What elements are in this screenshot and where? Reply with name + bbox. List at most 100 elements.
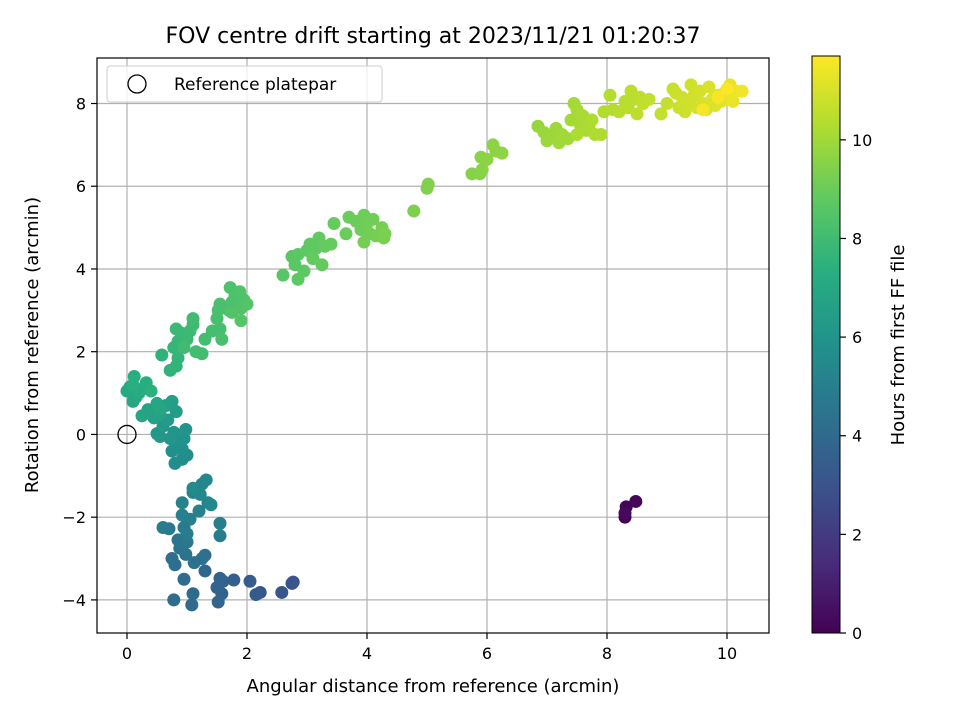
data-point <box>726 94 740 108</box>
data-point <box>215 332 229 346</box>
y-tick-label: 2 <box>76 343 86 362</box>
data-point <box>642 92 656 106</box>
colorbar-tick-label: 0 <box>852 624 862 643</box>
x-axis-ticks: 0 2 4 6 8 10 <box>122 633 737 663</box>
data-point <box>711 90 725 104</box>
data-point <box>285 576 299 590</box>
colorbar-tick-label: 8 <box>852 229 862 248</box>
data-point <box>378 227 392 241</box>
colorbar-label: Hours from first FF file <box>888 245 909 446</box>
data-point <box>210 580 224 594</box>
data-point <box>144 384 158 398</box>
y-tick-label: 8 <box>76 95 86 114</box>
data-point <box>126 378 140 392</box>
x-axis-label: Angular distance from reference (arcmin) <box>247 676 620 697</box>
grid-lines <box>97 58 769 633</box>
data-point <box>585 113 599 127</box>
y-axis-ticks: −4 −2 0 2 4 6 8 <box>62 95 97 610</box>
x-tick-label: 2 <box>242 644 252 663</box>
data-point <box>192 504 206 518</box>
data-point <box>654 107 668 121</box>
legend-marker-icon <box>127 74 147 94</box>
data-point <box>475 163 489 177</box>
data-point <box>213 516 227 530</box>
y-tick-label: 6 <box>76 177 86 196</box>
scatter-points <box>120 78 749 612</box>
x-tick-label: 6 <box>482 644 492 663</box>
plot-frame <box>96 57 770 634</box>
data-point <box>177 341 191 355</box>
data-point <box>630 107 644 121</box>
data-point <box>186 587 200 601</box>
data-point <box>324 237 338 251</box>
data-point <box>570 128 584 142</box>
data-point <box>240 297 254 311</box>
y-tick-label: −2 <box>62 508 86 527</box>
data-point <box>198 564 212 578</box>
data-point <box>366 212 380 226</box>
data-point <box>735 84 749 98</box>
data-point <box>339 227 353 241</box>
data-point <box>327 216 341 230</box>
data-point <box>204 498 218 512</box>
data-point <box>357 235 371 249</box>
reference-platepar-marker <box>117 424 137 445</box>
data-point <box>243 574 257 588</box>
data-point <box>249 588 263 602</box>
data-point <box>175 496 189 510</box>
data-point <box>407 204 421 218</box>
chart-title: FOV centre drift starting at 2023/11/21 … <box>166 24 701 49</box>
data-point <box>213 322 227 336</box>
data-point <box>421 177 435 191</box>
colorbar-tick-label: 6 <box>852 328 862 347</box>
data-point <box>480 152 494 166</box>
data-point <box>168 456 182 470</box>
colorbar-ticks: 0 2 4 6 8 10 <box>840 131 872 643</box>
x-tick-label: 8 <box>602 644 612 663</box>
data-point <box>213 529 227 543</box>
data-point <box>227 573 241 587</box>
data-point <box>199 473 213 487</box>
y-axis-label: Rotation from reference (arcmin) <box>22 197 43 493</box>
data-point <box>702 80 716 94</box>
data-point <box>180 527 194 541</box>
data-point <box>169 322 183 336</box>
legend-box <box>106 65 383 103</box>
y-tick-label: −4 <box>62 591 86 610</box>
data-point <box>169 405 183 419</box>
legend: Reference platepar <box>106 65 383 103</box>
colorbar-tick-label: 2 <box>852 525 862 544</box>
data-point <box>629 494 643 508</box>
data-point <box>315 258 329 272</box>
colorbar-tick-label: 4 <box>852 427 862 446</box>
y-tick-label: 0 <box>76 425 86 444</box>
data-point <box>195 347 209 361</box>
data-point <box>211 595 225 609</box>
data-point <box>276 268 290 282</box>
x-tick-label: 10 <box>717 644 737 663</box>
data-point <box>291 272 305 286</box>
x-tick-label: 0 <box>122 644 132 663</box>
data-point <box>135 409 149 423</box>
data-point <box>275 585 289 599</box>
data-point <box>187 556 201 570</box>
y-tick-label: 4 <box>76 260 86 279</box>
data-point <box>603 88 617 102</box>
data-point <box>186 481 200 495</box>
data-point <box>618 506 632 520</box>
colorbar-tick-label: 10 <box>852 131 872 150</box>
data-point <box>179 422 193 436</box>
data-point <box>155 348 169 362</box>
data-point <box>156 521 170 535</box>
legend-entry-reference: Reference platepar <box>174 75 336 95</box>
data-point <box>165 552 179 566</box>
data-point <box>495 146 509 160</box>
x-tick-label: 4 <box>362 644 372 663</box>
data-point <box>225 305 239 319</box>
data-point <box>171 351 185 365</box>
colorbar <box>811 55 841 634</box>
data-point <box>660 97 674 111</box>
data-point <box>185 598 199 612</box>
data-point <box>175 508 189 522</box>
